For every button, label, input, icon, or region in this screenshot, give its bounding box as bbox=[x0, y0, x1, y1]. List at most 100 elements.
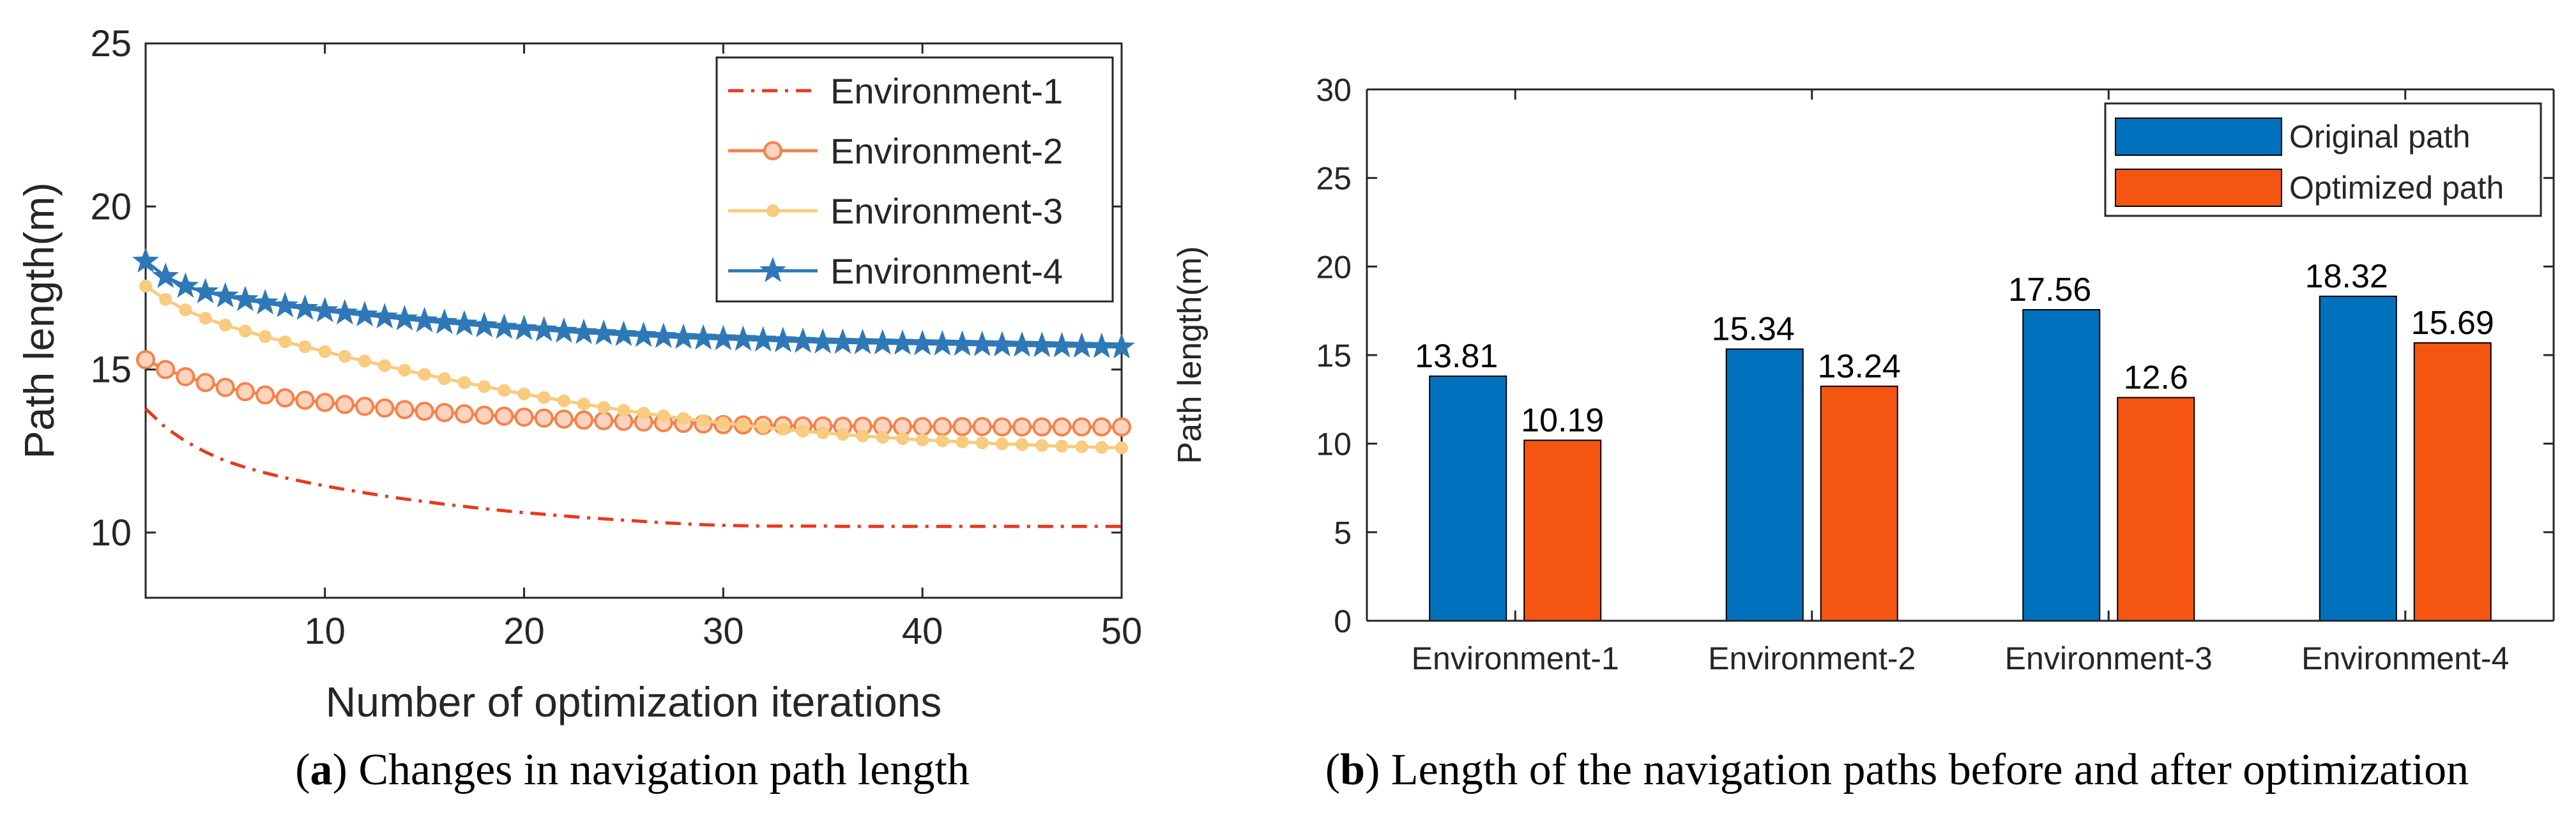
plot-a-point bbox=[457, 376, 471, 390]
plot-a-point bbox=[570, 318, 597, 344]
plot-a-point bbox=[1009, 331, 1035, 357]
plot-b-bar bbox=[2022, 309, 2101, 621]
plot-a-point bbox=[690, 324, 717, 350]
plot-a-point bbox=[514, 407, 534, 427]
plot-a-legend-label: Environment-4 bbox=[830, 251, 1063, 291]
plot-a-point bbox=[438, 372, 451, 385]
plot-b-ytick-label: 20 bbox=[1316, 249, 1352, 285]
plot-a-point bbox=[311, 296, 339, 323]
plot-a-point bbox=[271, 292, 299, 317]
plot-a-point bbox=[594, 411, 614, 430]
plot-a-point bbox=[415, 401, 434, 421]
plot-a-point bbox=[252, 289, 278, 315]
plot-a-point bbox=[776, 423, 789, 436]
plot-a-point bbox=[398, 363, 411, 377]
plot-b-bar bbox=[1429, 376, 1507, 622]
plot-a-point bbox=[992, 417, 1012, 437]
plot-b-value-label: 15.69 bbox=[2411, 305, 2494, 342]
plot-a-point bbox=[534, 408, 554, 428]
plot-b-category-label: Environment-2 bbox=[1708, 641, 1916, 676]
plot-a-point bbox=[989, 331, 1016, 357]
plot-a-legend: Environment-1 Environment-2 Environment-3 E… bbox=[715, 56, 1114, 303]
plot-a-point bbox=[315, 393, 335, 413]
plot-a-point bbox=[956, 435, 969, 448]
plot-a-point bbox=[933, 416, 952, 436]
plot-a-point bbox=[913, 416, 933, 436]
plot-a-point bbox=[375, 398, 395, 418]
plot-a-point bbox=[172, 272, 199, 298]
plot-a-point bbox=[756, 420, 770, 434]
plot-a-point bbox=[238, 324, 252, 338]
plot-a-point bbox=[717, 416, 730, 430]
plot-a-ytick-label: 10 bbox=[90, 512, 132, 554]
plot-a-point bbox=[195, 373, 215, 393]
plot-b-bar bbox=[1523, 439, 1602, 621]
plot-a-point bbox=[909, 330, 936, 356]
plot-b-ytick-label: 25 bbox=[1316, 161, 1352, 197]
plot-a-point bbox=[259, 330, 272, 344]
plot-a-point bbox=[318, 345, 332, 358]
plot-a-series bbox=[132, 247, 1135, 528]
plot-a-point bbox=[1108, 333, 1135, 359]
plot-b-bars: 13.81 10.19 15.34 13.24 17.56 12.6 18.32 15.69 bbox=[1415, 258, 2494, 622]
plot-a-point bbox=[192, 278, 219, 303]
plot-a-point bbox=[554, 409, 574, 429]
plot-b-legend-label: Original path bbox=[2289, 119, 2471, 155]
plot-a-legend-label: Environment-3 bbox=[830, 191, 1063, 231]
plot-a-point bbox=[371, 303, 399, 329]
plot-a-series-4 bbox=[132, 247, 1135, 359]
caption-a-close: ) bbox=[333, 745, 347, 794]
plot-a-point bbox=[876, 430, 889, 444]
plot-a-point bbox=[550, 317, 577, 343]
plot-a-point bbox=[434, 402, 454, 422]
plot-a-point bbox=[211, 282, 239, 308]
plot-b-value-label: 17.56 bbox=[2008, 271, 2091, 308]
plot-a-point bbox=[431, 308, 458, 334]
plot-a-point bbox=[1012, 417, 1032, 437]
plot-a-point bbox=[749, 326, 777, 352]
plot-b-category-label: Environment-4 bbox=[2301, 641, 2509, 676]
plot-a-point bbox=[1088, 332, 1115, 358]
plot-a-point bbox=[451, 310, 478, 336]
plot-a-series-3 bbox=[139, 279, 1128, 455]
plot-a-point bbox=[491, 313, 518, 339]
plot-a-point bbox=[338, 350, 351, 363]
plot-a-series-1 bbox=[144, 407, 1122, 528]
plot-b-category-label: Environment-3 bbox=[2005, 641, 2213, 676]
plot-b-bar bbox=[2117, 397, 2195, 621]
plot-a-legend-box bbox=[715, 56, 1114, 303]
plot-b-value-label: 10.19 bbox=[1521, 402, 1604, 439]
plot-a-point bbox=[869, 329, 896, 354]
plot-a-point bbox=[199, 312, 212, 325]
plot-a-point bbox=[896, 432, 909, 445]
plot-a-point bbox=[650, 323, 677, 348]
plot-b-ytick-label: 30 bbox=[1316, 72, 1352, 108]
plot-a-point bbox=[610, 321, 637, 346]
plot-a-point bbox=[710, 324, 737, 351]
plot-b-bar bbox=[1725, 348, 1804, 621]
plot-a-xtick-label: 20 bbox=[503, 611, 545, 652]
plot-a-point bbox=[152, 262, 179, 288]
plot-a-point bbox=[278, 335, 292, 349]
plot-a-point bbox=[975, 436, 989, 450]
plot-a-point bbox=[574, 410, 594, 430]
plot-b-axes: 0 5 10 15 20 25 30 Environment-1 Environment-2 En… bbox=[1316, 72, 2554, 676]
plot-a-point bbox=[1048, 331, 1076, 358]
caption-b-close: ) bbox=[1365, 745, 1380, 794]
plot-b-value-label: 15.34 bbox=[1712, 311, 1795, 348]
plot-a-ytick-label: 15 bbox=[90, 349, 132, 391]
plot-a-point bbox=[789, 327, 816, 353]
plot-a-point bbox=[179, 303, 192, 317]
plot-a-xtick-label: 50 bbox=[1101, 611, 1143, 652]
plot-b-ytick-label: 0 bbox=[1334, 604, 1352, 639]
plot-a-point bbox=[676, 412, 690, 425]
plot-a-point bbox=[949, 330, 976, 356]
caption-a-text: Changes in navigation path length bbox=[347, 745, 970, 794]
plot-a-point bbox=[537, 391, 551, 404]
plot-a-point bbox=[1092, 417, 1111, 437]
caption-a-open: ( bbox=[295, 745, 310, 794]
plot-b-legend-swatch bbox=[2115, 169, 2282, 207]
plot-a-point bbox=[995, 437, 1009, 451]
plot-a-ytick-label: 25 bbox=[90, 23, 132, 65]
plot-a-point bbox=[670, 323, 697, 349]
